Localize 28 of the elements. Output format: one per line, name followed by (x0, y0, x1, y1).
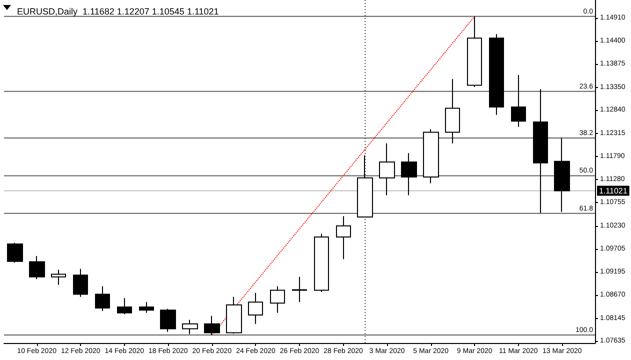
candlestick (182, 319, 198, 335)
candlestick (7, 242, 23, 264)
candlestick (51, 269, 66, 286)
candlestick (29, 256, 45, 280)
candlestick (554, 138, 570, 212)
candlestick (467, 16, 482, 88)
candlestick (314, 233, 329, 292)
candlestick (511, 74, 526, 128)
text: EURUSD,Daily 1.11682 1.12207 1.10545 1.11021 (17, 6, 219, 16)
candlestick (73, 268, 88, 298)
candlestick (117, 298, 132, 315)
candlestick (139, 302, 154, 314)
candlestick (401, 152, 417, 196)
candlestick (357, 154, 373, 218)
ref-line-label: 1.11021 (599, 186, 628, 196)
candlestick (95, 286, 110, 312)
candlestick (423, 128, 439, 184)
candlestick (204, 315, 220, 336)
candlestick (292, 276, 307, 303)
candlestick (226, 296, 242, 334)
candlestick (160, 308, 176, 332)
candlestick (445, 78, 460, 144)
candlestick (489, 34, 504, 116)
candlestick (248, 292, 263, 324)
candlestick (336, 216, 351, 260)
candlestick (533, 88, 548, 214)
candlestick (379, 142, 395, 196)
candlestick (270, 286, 285, 314)
